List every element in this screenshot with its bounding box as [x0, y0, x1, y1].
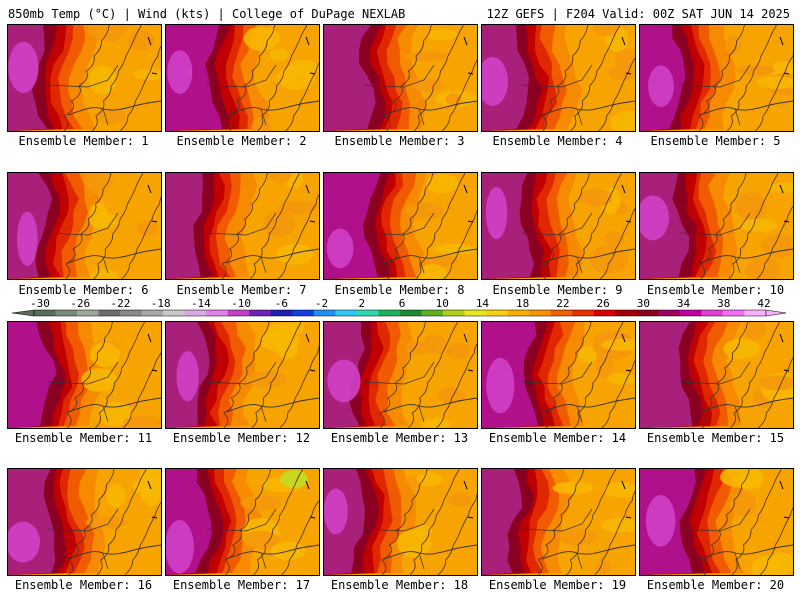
colorbar-tick-label: -14 [190, 297, 211, 310]
ensemble-member-label: Ensemble Member: 15 [646, 431, 785, 445]
colorbar-segment [356, 310, 379, 316]
colorbar-segment [55, 310, 78, 316]
colorbar-tick-label: -30 [30, 297, 50, 310]
colorbar-segment [486, 310, 509, 316]
colorbar-segment [443, 310, 466, 316]
ensemble-member-map [481, 321, 636, 429]
ensemble-member-label: Ensemble Member: 5 [650, 134, 781, 148]
colorbar-segment [270, 310, 293, 316]
ensemble-member-label: Ensemble Member: 17 [172, 578, 311, 592]
colorbar-segment [34, 310, 57, 316]
colorbar-segment [184, 310, 207, 316]
ensemble-member-label: Ensemble Member: 1 [18, 134, 149, 148]
colorbar-segment [292, 310, 315, 316]
ensemble-member-label: Ensemble Member: 2 [176, 134, 307, 148]
colorbar-tick-label: 6 [398, 297, 406, 310]
colorbar-segment [507, 310, 530, 316]
ensemble-member-label: Ensemble Member: 20 [646, 578, 785, 592]
colorbar-segment [120, 310, 143, 316]
colorbar-left-arrow [11, 309, 35, 317]
ensemble-member-map [323, 468, 478, 576]
colorbar-right-arrow [765, 309, 787, 317]
colorbar-segment [206, 310, 229, 316]
colorbar-tick-label: -26 [70, 297, 91, 310]
colorbar-segment [227, 310, 250, 316]
ensemble-member-map [639, 172, 794, 280]
ensemble-member-map [639, 468, 794, 576]
colorbar-segment [744, 310, 767, 316]
ensemble-member-map [7, 321, 162, 429]
ensemble-member-map [7, 172, 162, 280]
colorbar-tick-label: -10 [231, 297, 252, 310]
colorbar-segment [464, 310, 487, 316]
temperature-colorbar [11, 309, 787, 317]
colorbar-tick-label: -2 [314, 297, 329, 310]
colorbar-segment [378, 310, 401, 316]
colorbar-segment [550, 310, 573, 316]
ensemble-member-map [481, 172, 636, 280]
colorbar-segment [593, 310, 616, 316]
ensemble-member-label: Ensemble Member: 6 [18, 283, 149, 297]
colorbar-tick-label: 14 [475, 297, 490, 310]
colorbar-segment [335, 310, 358, 316]
ensemble-member-map [481, 468, 636, 576]
ensemble-member-label: Ensemble Member: 16 [14, 578, 153, 592]
ensemble-member-label: Ensemble Member: 19 [488, 578, 627, 592]
colorbar-segment [636, 310, 659, 316]
colorbar-segment [98, 310, 121, 316]
colorbar-tick-label: 2 [358, 297, 366, 310]
model-run-valid-time: 12Z GEFS | F204 Valid: 00Z SAT JUN 14 20… [486, 7, 790, 21]
colorbar-segment [615, 310, 638, 316]
ensemble-member-map [165, 24, 320, 132]
colorbar-tick-label: -18 [150, 297, 171, 310]
colorbar-tick-label: 26 [596, 297, 610, 310]
colorbar-segment [313, 310, 336, 316]
ensemble-member-map [323, 321, 478, 429]
ensemble-member-label: Ensemble Member: 12 [172, 431, 311, 445]
colorbar-segment [658, 310, 681, 316]
ensemble-member-map [481, 24, 636, 132]
colorbar-tick-label: 22 [556, 297, 570, 310]
ensemble-member-label: Ensemble Member: 13 [330, 431, 469, 445]
colorbar-segment [400, 310, 423, 316]
colorbar-tick-label: 10 [435, 297, 449, 310]
ensemble-member-label: Ensemble Member: 4 [492, 134, 623, 148]
colorbar-segment [141, 310, 164, 316]
map-title: 850mb Temp (°C) | Wind (kts) | College o… [8, 7, 406, 21]
ensemble-member-label: Ensemble Member: 3 [334, 134, 465, 148]
ensemble-member-label: Ensemble Member: 18 [330, 578, 469, 592]
ensemble-member-map [165, 468, 320, 576]
colorbar-tick-label: 34 [676, 297, 691, 310]
colorbar-segment [77, 310, 100, 316]
colorbar-segment [249, 310, 272, 316]
colorbar-segment [163, 310, 186, 316]
colorbar-tick-label: -6 [274, 297, 288, 310]
colorbar-tick-label: -22 [110, 297, 131, 310]
colorbar-segment [572, 310, 595, 316]
ensemble-member-label: Ensemble Member: 14 [488, 431, 627, 445]
ensemble-member-map [165, 172, 320, 280]
colorbar-tick-label: 18 [516, 297, 530, 310]
colorbar-segment [722, 310, 745, 316]
colorbar-segment [701, 310, 724, 316]
colorbar-tick-label: 38 [717, 297, 731, 310]
ensemble-member-map [639, 24, 794, 132]
ensemble-member-map [7, 24, 162, 132]
ensemble-member-map [323, 24, 478, 132]
ensemble-member-label: Ensemble Member: 10 [646, 283, 785, 297]
colorbar-tick-label: 30 [636, 297, 650, 310]
ensemble-member-label: Ensemble Member: 8 [334, 283, 465, 297]
ensemble-member-map [323, 172, 478, 280]
ensemble-member-map [165, 321, 320, 429]
ensemble-member-map [639, 321, 794, 429]
colorbar-segment [529, 310, 552, 316]
ensemble-member-map [7, 468, 162, 576]
ensemble-member-label: Ensemble Member: 11 [14, 431, 153, 445]
ensemble-member-label: Ensemble Member: 7 [176, 283, 307, 297]
ensemble-member-label: Ensemble Member: 9 [492, 283, 623, 297]
colorbar-segment [679, 310, 702, 316]
colorbar-segment [421, 310, 444, 316]
colorbar-tick-label: 42 [757, 297, 771, 310]
